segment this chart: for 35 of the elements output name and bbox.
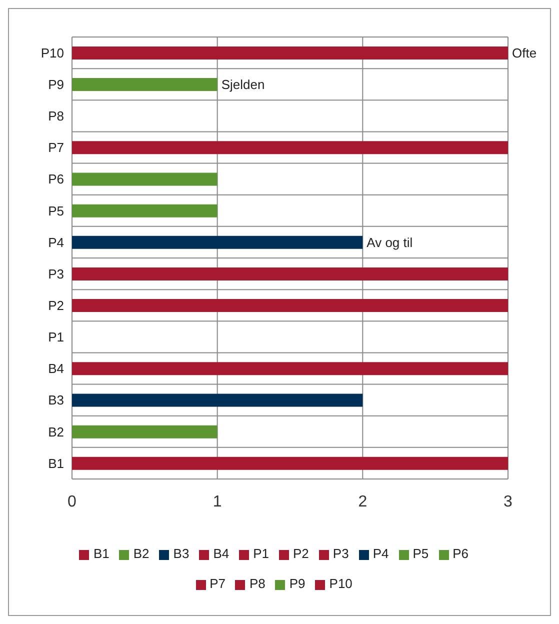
- y-tick-label: P1: [48, 330, 64, 345]
- legend-label: P5: [412, 546, 429, 561]
- legend-label: B1: [93, 546, 110, 561]
- annotation: Ofte: [512, 45, 537, 60]
- annotation: Av og til: [366, 234, 413, 250]
- x-tick-label: 2: [358, 493, 368, 510]
- y-tick-label: B2: [48, 424, 64, 440]
- y-tick-label: P8: [48, 108, 64, 124]
- legend-label: P9: [289, 576, 306, 591]
- legend-label: P7: [210, 576, 226, 591]
- legend-label: P8: [249, 576, 266, 591]
- legend-label: P4: [372, 546, 389, 561]
- x-tick-label: 1: [212, 493, 222, 510]
- y-tick-label: P3: [48, 266, 64, 282]
- y-tick-label: P7: [48, 140, 64, 156]
- x-tick-label: 0: [68, 493, 77, 510]
- y-tick-label: P6: [48, 172, 64, 187]
- y-tick-label: P10: [40, 45, 64, 60]
- legend-label: P3: [332, 546, 349, 561]
- y-tick-label: P2: [48, 298, 64, 313]
- legend-label: B3: [173, 546, 190, 561]
- annotation: Sjelden: [221, 76, 265, 92]
- y-tick-label: P5: [48, 203, 64, 218]
- legend-label: P10: [329, 576, 352, 591]
- y-tick-label: B1: [48, 456, 64, 471]
- legend-label: B2: [133, 546, 150, 561]
- legend-label: P6: [452, 546, 469, 561]
- y-tick-label: B3: [48, 392, 64, 408]
- legend-label: P1: [253, 546, 269, 561]
- y-tick-label: P9: [48, 76, 64, 92]
- y-tick-label: B4: [48, 361, 64, 376]
- legend-label: B4: [213, 546, 230, 561]
- legend-label: P2: [293, 546, 309, 561]
- x-tick-label: 3: [504, 493, 513, 510]
- y-tick-label: P4: [48, 234, 64, 250]
